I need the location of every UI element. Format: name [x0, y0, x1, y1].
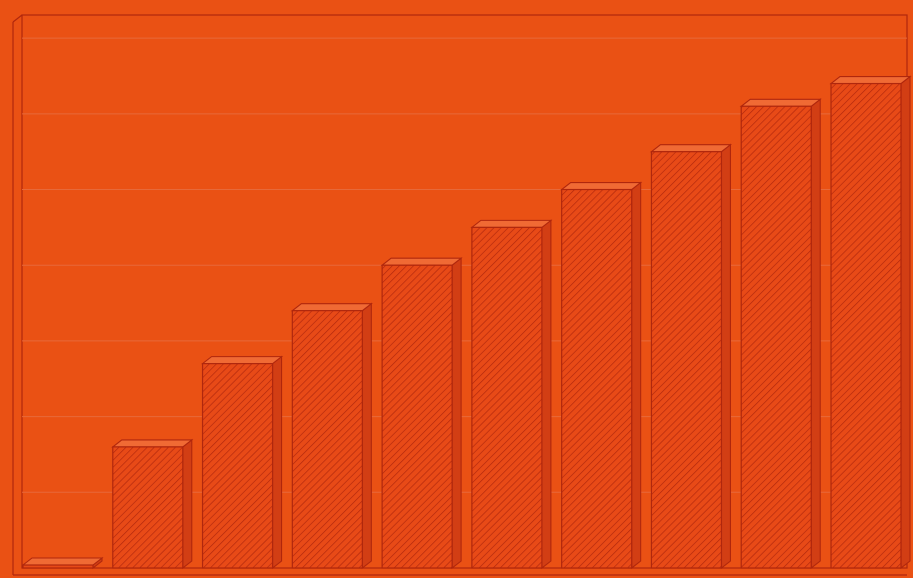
- bar-side: [900, 75, 911, 570]
- bar-top: [739, 98, 822, 107]
- bar-top: [290, 303, 373, 312]
- bar-side: [182, 438, 193, 570]
- bar-top: [21, 557, 104, 566]
- bar-top: [200, 356, 284, 365]
- bar-front: [291, 310, 363, 569]
- bar: [290, 302, 373, 570]
- bar-side: [541, 219, 552, 570]
- bar-front: [112, 446, 184, 569]
- bar-front: [22, 564, 94, 569]
- bar-top: [111, 439, 194, 448]
- bar-front: [740, 105, 812, 569]
- bar-front: [471, 226, 543, 569]
- bar-side: [810, 98, 821, 570]
- bar: [560, 181, 643, 570]
- frame-depth-top: [12, 14, 23, 23]
- bar: [470, 219, 553, 570]
- bar: [111, 438, 194, 570]
- bar-side: [631, 181, 642, 570]
- bar-side: [272, 355, 283, 570]
- bar: [829, 75, 912, 570]
- bar-front: [381, 264, 453, 569]
- bar-side: [451, 257, 462, 570]
- bar-top: [649, 144, 733, 153]
- bar: [200, 355, 284, 570]
- bar-top: [470, 219, 553, 228]
- bar-top: [560, 181, 643, 191]
- bar: [739, 98, 822, 570]
- bar-side: [720, 143, 731, 570]
- bar-side: [361, 302, 372, 570]
- bar: [649, 143, 733, 570]
- bar-front: [650, 151, 723, 569]
- bar-front: [201, 363, 274, 569]
- bar-top: [829, 76, 912, 85]
- bar-top: [380, 257, 463, 266]
- bar: [21, 556, 104, 570]
- bar-front: [830, 82, 902, 569]
- bar: [380, 257, 463, 570]
- bar-front: [561, 188, 633, 569]
